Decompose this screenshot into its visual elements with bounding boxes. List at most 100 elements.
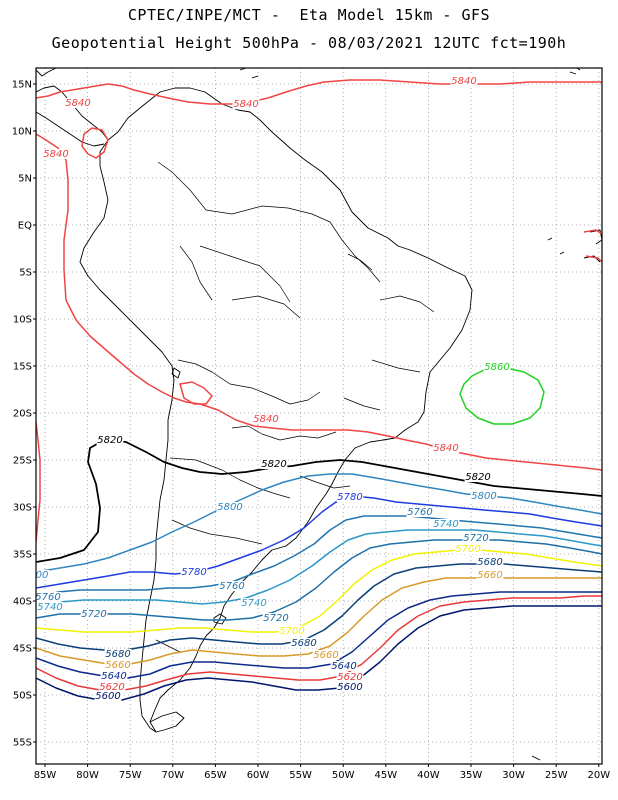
contour-label-bg xyxy=(336,672,364,682)
atlantic-islands xyxy=(531,229,602,761)
contour-label: 5620 xyxy=(99,682,124,693)
lat-label: 25S xyxy=(13,456,32,467)
contour-label: 5840 xyxy=(451,76,476,87)
contour-5700 xyxy=(36,549,602,633)
contour-label: 5680 xyxy=(291,638,316,649)
contour-label: 5860 xyxy=(484,362,509,373)
contour-label-bg xyxy=(336,682,364,692)
lon-label: 55W xyxy=(289,770,312,781)
lat-label: 50S xyxy=(13,691,32,702)
contour-label-bg xyxy=(432,519,460,529)
contour-label: 5840 xyxy=(65,98,90,109)
lat-label: EQ xyxy=(18,221,32,232)
contour-label-bg xyxy=(262,613,290,623)
contour-label: 5660 xyxy=(105,660,130,671)
contour-label: 5620 xyxy=(337,672,362,683)
lon-label: 25W xyxy=(545,770,568,781)
contour-label: 5820 xyxy=(261,459,286,470)
contour-label: 5820 xyxy=(465,472,490,483)
contour-label: 5800 xyxy=(471,491,496,502)
contour-label: 5640 xyxy=(101,671,126,682)
lon-label: 85W xyxy=(34,770,57,781)
contour-label-bg xyxy=(312,650,340,660)
contour-label-bg xyxy=(180,567,208,577)
contour-5680 xyxy=(36,563,602,651)
contour-label-bg xyxy=(476,570,504,580)
contour-label: 5840 xyxy=(433,443,458,454)
contour-label-bg xyxy=(36,592,62,602)
contour-label-bg xyxy=(462,533,490,543)
contour-label-bg xyxy=(470,491,498,501)
contour-label-bg xyxy=(483,362,511,372)
lat-label: 15N xyxy=(12,80,32,91)
contour-label: 5700 xyxy=(279,626,304,637)
contour-label-bg xyxy=(104,660,132,670)
central-america-coastline xyxy=(36,85,109,147)
contour-label-bg xyxy=(290,638,318,648)
contour-label: 5660 xyxy=(313,650,338,661)
lon-label: 75W xyxy=(119,770,142,781)
contour-label-bg xyxy=(450,76,478,86)
contour-label-bg xyxy=(216,502,244,512)
contour-5760 xyxy=(36,515,602,599)
contour-label: 5780 xyxy=(337,492,362,503)
contour-label-bg xyxy=(96,435,124,445)
lon-label: 65W xyxy=(204,770,227,781)
lon-label: 20W xyxy=(587,770,610,781)
lat-label: 10S xyxy=(13,315,32,326)
contour-label: 5780 xyxy=(181,567,206,578)
contour-label: 5600 xyxy=(95,691,120,702)
contour-5600 xyxy=(36,605,602,701)
contour-label: 5720 xyxy=(463,533,488,544)
south-america-coastline xyxy=(79,87,473,733)
contour-label: 5760 xyxy=(219,581,244,592)
contour-5840-loop xyxy=(81,127,109,159)
contour-label-bg xyxy=(336,492,364,502)
longitude-labels: 85W 80W 75W 70W 65W 60W 55W 50W 45W 40W 35W 30W 25W 2… xyxy=(34,764,610,781)
lon-label: 35W xyxy=(460,770,483,781)
chart-title: CPTEC/INPE/MCT - Eta Model 15km - GFS xyxy=(127,6,491,24)
lon-label: 45W xyxy=(374,770,397,781)
contour-label-bg xyxy=(476,557,504,567)
contour-label-bg xyxy=(432,443,460,453)
contour-label: 5840 xyxy=(43,149,68,160)
contour-label-bg xyxy=(252,414,280,424)
contour-5800 xyxy=(36,473,602,573)
lon-label: 80W xyxy=(76,770,99,781)
contour-label: 5680 xyxy=(477,557,502,568)
contour-label-bg xyxy=(232,99,260,109)
contour-5740 xyxy=(36,529,602,607)
lon-label: 60W xyxy=(247,770,270,781)
lon-label: 40W xyxy=(417,770,440,781)
contour-label: 00 xyxy=(36,570,49,581)
latitude-labels: 15N 10N 5N EQ 5S 10S 15S 20S 25S 30S 35S 40S 45S 50S 5… xyxy=(12,80,36,749)
contour-label-bg xyxy=(100,671,128,681)
map-frame xyxy=(35,67,603,765)
contour-5640 xyxy=(36,591,602,679)
contour-label: 5760 xyxy=(407,507,432,518)
contour-label: 5720 xyxy=(81,609,106,620)
contour-label-bg xyxy=(454,544,482,554)
contour-label-bg xyxy=(406,507,434,517)
contour-label: 5760 xyxy=(35,592,60,603)
lat-label: 40S xyxy=(13,597,32,608)
contour-label: 5660 xyxy=(477,570,502,581)
contour-label-bg xyxy=(464,472,492,482)
lat-label: 10N xyxy=(12,127,32,138)
lat-label: 30S xyxy=(13,503,32,514)
country-borders xyxy=(155,161,435,653)
contour-label: 5700 xyxy=(455,544,480,555)
lat-label: 15S xyxy=(13,362,32,373)
contour-label-bg xyxy=(104,649,132,659)
contour-label: 5840 xyxy=(233,99,258,110)
contour-label-bg xyxy=(330,661,358,671)
contour-label-bg xyxy=(64,98,92,108)
lat-label: 45S xyxy=(13,644,32,655)
contour-labels: 5840 5840 5840 5840 5840 5840 5860 5820 5820 5820… xyxy=(35,76,511,702)
contour-5660 xyxy=(36,577,602,665)
contour-label: 5800 xyxy=(217,502,242,513)
contour-label: 5720 xyxy=(263,613,288,624)
lat-label: 5S xyxy=(19,268,32,279)
lon-label: 30W xyxy=(502,770,525,781)
